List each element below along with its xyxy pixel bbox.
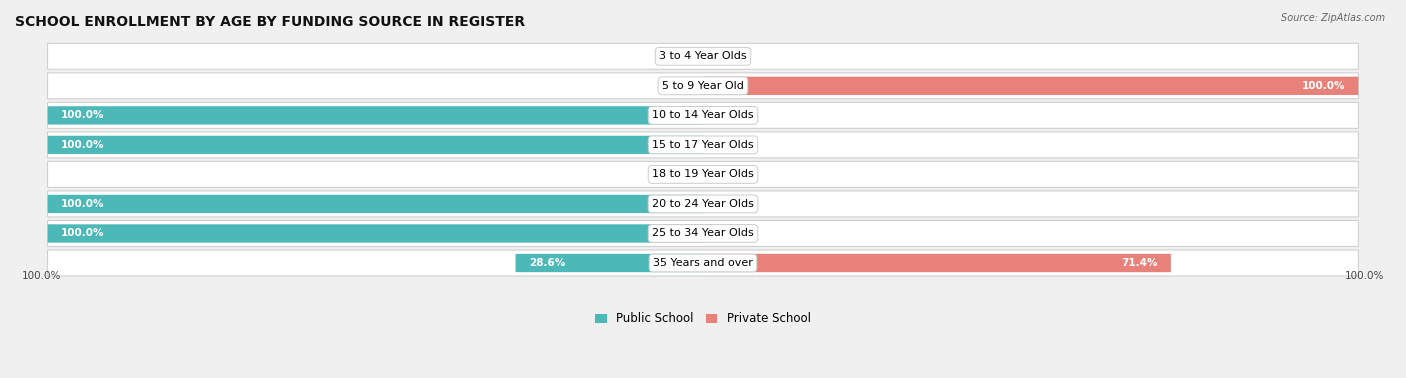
FancyBboxPatch shape xyxy=(48,106,703,124)
FancyBboxPatch shape xyxy=(48,220,1358,246)
FancyBboxPatch shape xyxy=(48,161,1358,187)
FancyBboxPatch shape xyxy=(48,250,1358,276)
Text: 10 to 14 Year Olds: 10 to 14 Year Olds xyxy=(652,110,754,120)
Text: 0.0%: 0.0% xyxy=(657,51,683,61)
Text: Source: ZipAtlas.com: Source: ZipAtlas.com xyxy=(1281,13,1385,23)
Text: SCHOOL ENROLLMENT BY AGE BY FUNDING SOURCE IN REGISTER: SCHOOL ENROLLMENT BY AGE BY FUNDING SOUR… xyxy=(15,15,524,29)
Text: 15 to 17 Year Olds: 15 to 17 Year Olds xyxy=(652,140,754,150)
Text: 28.6%: 28.6% xyxy=(529,258,565,268)
Text: 25 to 34 Year Olds: 25 to 34 Year Olds xyxy=(652,228,754,239)
FancyBboxPatch shape xyxy=(48,195,703,213)
Text: 18 to 19 Year Olds: 18 to 19 Year Olds xyxy=(652,169,754,180)
Text: 0.0%: 0.0% xyxy=(723,228,749,239)
Text: 71.4%: 71.4% xyxy=(1121,258,1157,268)
Text: 3 to 4 Year Olds: 3 to 4 Year Olds xyxy=(659,51,747,61)
Text: 0.0%: 0.0% xyxy=(723,169,749,180)
Text: 5 to 9 Year Old: 5 to 9 Year Old xyxy=(662,81,744,91)
Text: 0.0%: 0.0% xyxy=(723,110,749,120)
FancyBboxPatch shape xyxy=(48,191,1358,217)
FancyBboxPatch shape xyxy=(48,136,703,154)
Text: 100.0%: 100.0% xyxy=(60,199,104,209)
Text: 100.0%: 100.0% xyxy=(60,140,104,150)
Text: 0.0%: 0.0% xyxy=(723,199,749,209)
FancyBboxPatch shape xyxy=(48,102,1358,129)
Text: 100.0%: 100.0% xyxy=(60,110,104,120)
Text: 0.0%: 0.0% xyxy=(723,140,749,150)
Text: 0.0%: 0.0% xyxy=(657,81,683,91)
FancyBboxPatch shape xyxy=(703,254,1171,272)
Text: 100.0%: 100.0% xyxy=(1302,81,1346,91)
FancyBboxPatch shape xyxy=(48,73,1358,99)
FancyBboxPatch shape xyxy=(703,77,1358,95)
Text: 100.0%: 100.0% xyxy=(1346,271,1385,281)
Text: 0.0%: 0.0% xyxy=(723,51,749,61)
Text: 100.0%: 100.0% xyxy=(21,271,60,281)
Legend: Public School, Private School: Public School, Private School xyxy=(591,308,815,330)
Text: 100.0%: 100.0% xyxy=(60,228,104,239)
FancyBboxPatch shape xyxy=(48,132,1358,158)
Text: 20 to 24 Year Olds: 20 to 24 Year Olds xyxy=(652,199,754,209)
FancyBboxPatch shape xyxy=(516,254,703,272)
Text: 0.0%: 0.0% xyxy=(657,169,683,180)
FancyBboxPatch shape xyxy=(48,43,1358,69)
Text: 35 Years and over: 35 Years and over xyxy=(652,258,754,268)
FancyBboxPatch shape xyxy=(48,224,703,243)
